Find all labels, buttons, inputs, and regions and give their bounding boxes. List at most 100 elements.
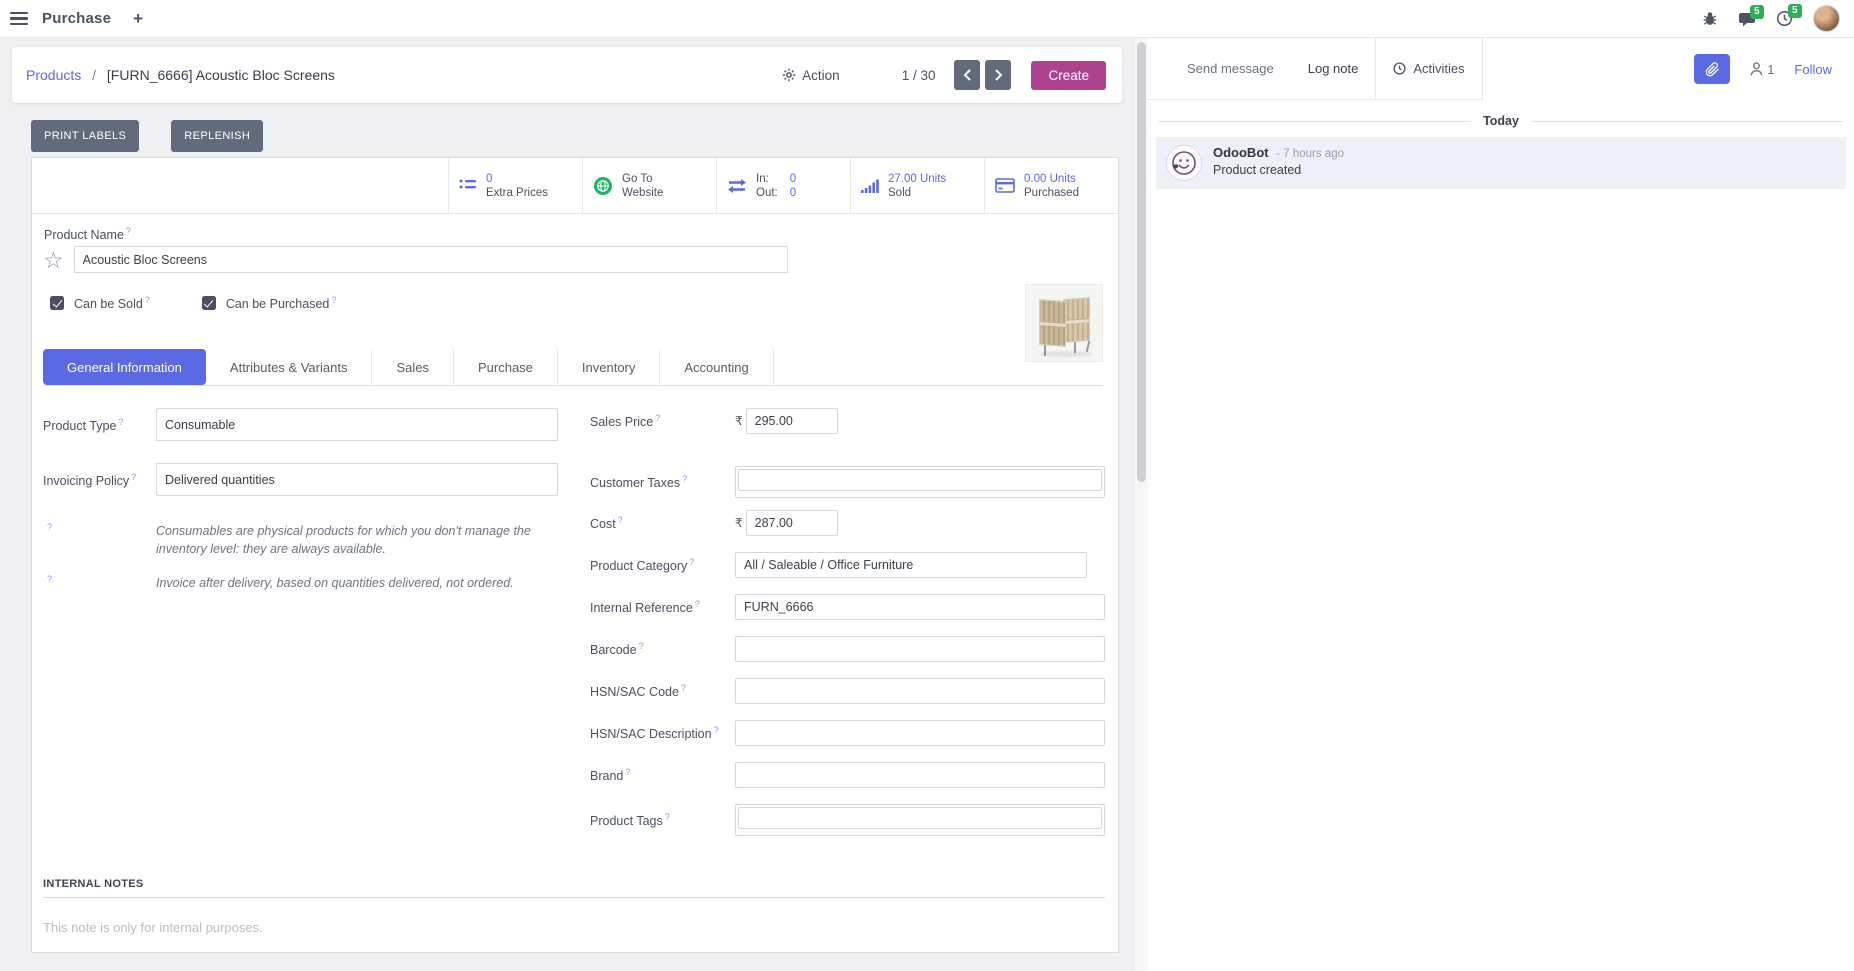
action-label: Action [802, 67, 840, 83]
extra-prices-label: Extra Prices [486, 186, 548, 199]
can-be-purchased-checkbox[interactable] [201, 296, 216, 311]
debug-bug-icon[interactable] [1702, 11, 1718, 27]
action-menu-button[interactable]: Action [782, 68, 840, 83]
product-tags-label: Product Tags? [590, 812, 670, 829]
help-marker: ? [331, 295, 337, 306]
can-be-sold-checkbox[interactable] [50, 296, 64, 311]
in-label: In: [756, 172, 769, 185]
stat-button-row: 0 Extra Prices Go To Website [32, 158, 1118, 214]
extra-prices-value: 0 [486, 172, 493, 185]
product-category-input[interactable] [735, 552, 1087, 579]
transfer-arrows-icon [728, 178, 746, 193]
form-view-region: Products / [FURN_6666] Acoustic Bloc Scr… [0, 38, 1134, 971]
favorite-star-icon[interactable]: ☆ [43, 246, 64, 273]
product-image[interactable] [1025, 284, 1103, 362]
help-marker: ? [625, 767, 631, 778]
hsn-sac-description-input[interactable] [735, 720, 1105, 747]
out-value: 0 [789, 186, 797, 199]
bar-chart-icon [861, 179, 879, 193]
invoicing-policy-label: Invoicing Policy? [43, 471, 137, 488]
top-navbar: Purchase + 5 5 [0, 0, 1854, 38]
tab-sales[interactable]: Sales [372, 349, 454, 386]
units-purchased-value: 0.00 Units [1024, 172, 1076, 185]
brand-input[interactable] [735, 762, 1105, 789]
invoicing-policy-input[interactable] [156, 463, 558, 497]
help-marker: ? [689, 557, 695, 568]
hsn-sac-code-input[interactable] [735, 678, 1105, 705]
odoobot-avatar [1166, 145, 1202, 181]
help-marker: ? [713, 725, 719, 736]
units-purchased-label: Purchased [1024, 186, 1079, 199]
product-type-label: Product Type? [43, 416, 124, 433]
go-to-label: Go To [622, 172, 653, 185]
message-author[interactable]: OdooBot [1213, 145, 1269, 160]
go-to-website-stat-button[interactable]: Go To Website [582, 158, 716, 213]
breadcrumb-products-link[interactable]: Products [26, 67, 82, 83]
message-timestamp: - 7 hours ago [1276, 148, 1344, 160]
chatter-message[interactable]: OdooBot - 7 hours ago Product created [1156, 137, 1846, 189]
product-form-sheet: 0 Extra Prices Go To Website [31, 157, 1119, 953]
help-marker: ? [682, 474, 688, 485]
print-labels-button[interactable]: PRINT LABELS [31, 120, 140, 152]
help-marker: ? [131, 471, 137, 482]
chatter-panel: Send message Log note Activities 1 Follo… [1148, 38, 1854, 971]
currency-symbol: ₹ [735, 414, 743, 429]
website-label: Website [622, 186, 664, 199]
chevron-left-icon [963, 69, 971, 81]
product-type-input[interactable] [156, 408, 558, 442]
cost-input[interactable] [745, 510, 838, 537]
units-sold-stat-button[interactable]: 27.00 Units Sold [850, 158, 984, 213]
control-panel: Products / [FURN_6666] Acoustic Bloc Scr… [12, 47, 1122, 103]
brand-label: Brand? [590, 767, 631, 784]
tab-accounting[interactable]: Accounting [660, 349, 774, 386]
tab-inventory[interactable]: Inventory [557, 349, 661, 386]
extra-prices-stat-button[interactable]: 0 Extra Prices [448, 158, 582, 213]
user-avatar[interactable] [1813, 5, 1840, 32]
help-marker: ? [47, 574, 53, 585]
product-name-input[interactable] [73, 246, 788, 274]
attach-files-button[interactable] [1694, 54, 1731, 84]
create-button[interactable]: Create [1031, 60, 1106, 90]
sales-price-label: Sales Price? [590, 413, 661, 430]
globe-icon [594, 176, 612, 195]
gear-icon [782, 68, 796, 82]
send-message-tab[interactable]: Send message [1187, 61, 1274, 76]
help-marker: ? [680, 683, 686, 694]
tab-attributes-variants[interactable]: Attributes & Variants [205, 349, 373, 386]
help-marker: ? [118, 416, 124, 427]
tab-general-information[interactable]: General Information [43, 349, 206, 386]
breadcrumb: Products / [FURN_6666] Acoustic Bloc Scr… [26, 67, 335, 83]
product-tags-input[interactable] [735, 804, 1105, 837]
pager-next-button[interactable] [985, 60, 1012, 90]
activities-clock-icon[interactable]: 5 [1776, 4, 1802, 27]
product-name-label: Product Name? [44, 226, 131, 243]
can-be-sold-label: Can be Sold? [74, 295, 150, 312]
help-marker: ? [144, 295, 150, 306]
vertical-scrollbar[interactable] [1134, 38, 1148, 971]
breadcrumb-current: [FURN_6666] Acoustic Bloc Screens [106, 67, 335, 83]
units-purchased-stat-button[interactable]: 0.00 Units Purchased [984, 158, 1118, 213]
help-marker: ? [638, 641, 644, 652]
sales-price-input[interactable] [745, 408, 838, 435]
internal-reference-input[interactable] [735, 594, 1105, 621]
in-out-stat-button[interactable]: In: 0 Out: 0 [716, 158, 850, 213]
plus-icon[interactable]: + [133, 9, 144, 28]
tab-purchase[interactable]: Purchase [453, 349, 558, 386]
follow-button[interactable]: Follow [1794, 61, 1832, 77]
apps-menu-icon[interactable] [10, 11, 28, 26]
units-sold-label: Sold [888, 186, 912, 199]
followers-button[interactable]: 1 [1750, 62, 1774, 77]
scrollbar-thumb[interactable] [1137, 42, 1146, 482]
clock-icon [1393, 62, 1406, 75]
app-name[interactable]: Purchase [42, 10, 112, 27]
log-note-tab[interactable]: Log note [1307, 61, 1359, 76]
messages-icon[interactable]: 5 [1738, 4, 1764, 27]
out-label: Out: [756, 186, 778, 199]
internal-notes-editor[interactable]: This note is only for internal purposes. [43, 920, 263, 936]
activities-badge: 5 [1788, 4, 1802, 18]
replenish-button[interactable]: REPLENISH [171, 120, 264, 152]
barcode-input[interactable] [735, 636, 1105, 663]
customer-taxes-input[interactable] [735, 466, 1105, 499]
activities-tab[interactable]: Activities [1375, 38, 1483, 99]
pager-previous-button[interactable] [954, 60, 981, 90]
